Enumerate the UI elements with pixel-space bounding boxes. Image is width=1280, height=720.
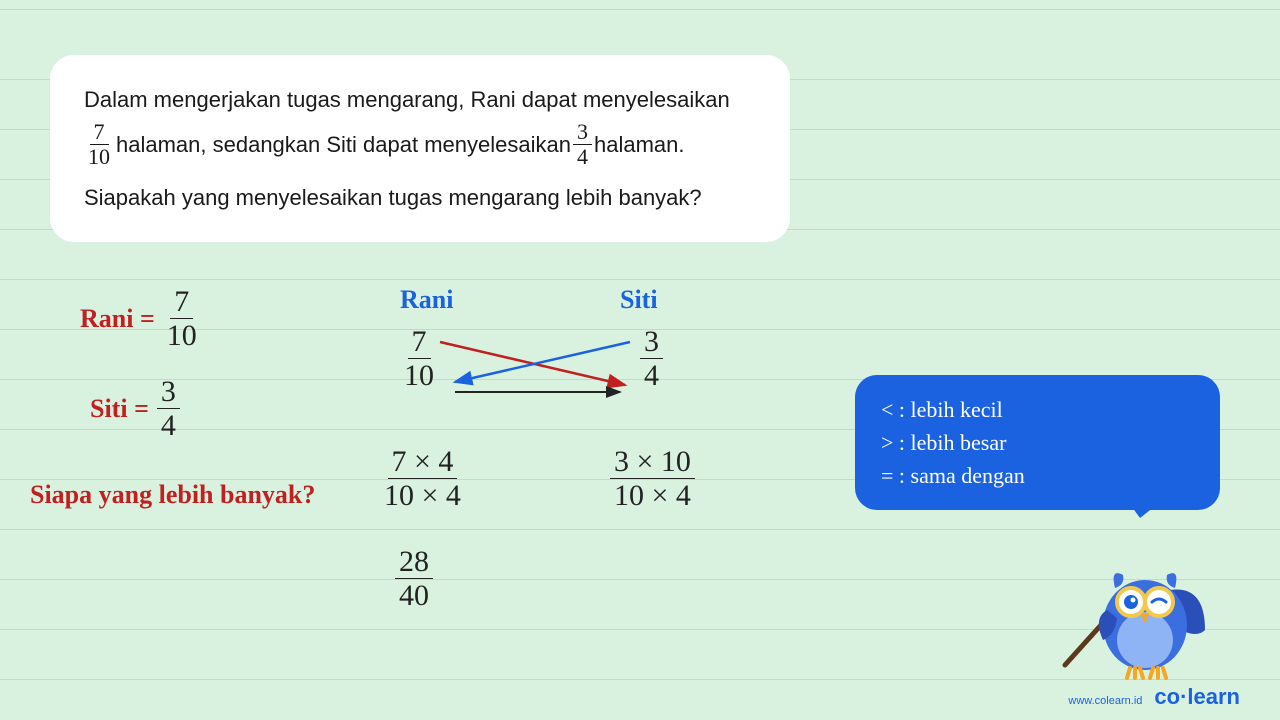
frac-num: 7 — [170, 285, 193, 319]
rani-result-frac: 28 40 — [395, 545, 433, 612]
question-line-2: 7 10 halaman, sedangkan Siti dapat menye… — [84, 120, 756, 169]
frac-den: 4 — [573, 145, 592, 169]
siti-mult-frac: 3 × 10 10 × 4 — [610, 445, 695, 512]
logo-post: learn — [1187, 684, 1240, 709]
siti-equals: Siti = 3 4 — [90, 375, 180, 442]
frac-num: 28 — [395, 545, 433, 579]
frac-den: 10 — [163, 319, 201, 352]
rani-label: Rani = — [80, 304, 155, 334]
rani-fraction: 7 10 — [163, 285, 201, 352]
question-text: halaman, sedangkan Siti dapat menyelesai… — [116, 128, 571, 161]
question-line-3: Siapakah yang menyelesaikan tugas mengar… — [84, 181, 756, 214]
frac-den: 40 — [395, 579, 433, 612]
question-text: halaman. — [594, 128, 685, 161]
frac-num: 7 × 4 — [388, 445, 458, 479]
siti-label: Siti = — [90, 394, 149, 424]
frac-den: 4 — [640, 359, 663, 392]
who-more-question: Siapa yang lebih banyak? — [30, 480, 315, 510]
question-card: Dalam mengerjakan tugas mengarang, Rani … — [50, 55, 790, 242]
frac-den: 10 — [84, 145, 114, 169]
question-frac-2: 3 4 — [573, 120, 592, 169]
rani-orig-frac: 7 10 — [400, 325, 438, 392]
frac-den: 10 — [400, 359, 438, 392]
legend-eq: = : sama dengan — [881, 459, 1194, 492]
rani-mult-frac: 7 × 4 10 × 4 — [380, 445, 465, 512]
frac-num: 3 — [157, 375, 180, 409]
brand-footer: www.colearn.id co·learn — [1068, 684, 1240, 710]
frac-num: 7 — [90, 120, 109, 145]
frac-den: 10 × 4 — [380, 479, 465, 512]
question-line-1: Dalam mengerjakan tugas mengarang, Rani … — [84, 83, 756, 116]
rani-equals: Rani = 7 10 — [80, 285, 201, 352]
frac-num: 3 — [573, 120, 592, 145]
brand-logo: co·learn — [1154, 684, 1240, 710]
frac-num: 3 × 10 — [610, 445, 695, 479]
frac-num: 7 — [408, 325, 431, 359]
legend-bubble: < : lebih kecil > : lebih besar = : sama… — [855, 375, 1220, 510]
mascot-owl — [1055, 540, 1215, 680]
frac-den: 4 — [157, 409, 180, 442]
col-header-siti: Siti — [620, 285, 658, 315]
col-header-rani: Rani — [400, 285, 453, 315]
frac-den: 10 × 4 — [610, 479, 695, 512]
siti-orig-frac: 3 4 — [640, 325, 663, 392]
legend-gt: > : lebih besar — [881, 426, 1194, 459]
logo-pre: co — [1154, 684, 1180, 709]
legend-lt: < : lebih kecil — [881, 393, 1194, 426]
frac-num: 3 — [640, 325, 663, 359]
siti-fraction: 3 4 — [157, 375, 180, 442]
brand-url: www.colearn.id — [1068, 695, 1142, 707]
question-frac-1: 7 10 — [84, 120, 114, 169]
